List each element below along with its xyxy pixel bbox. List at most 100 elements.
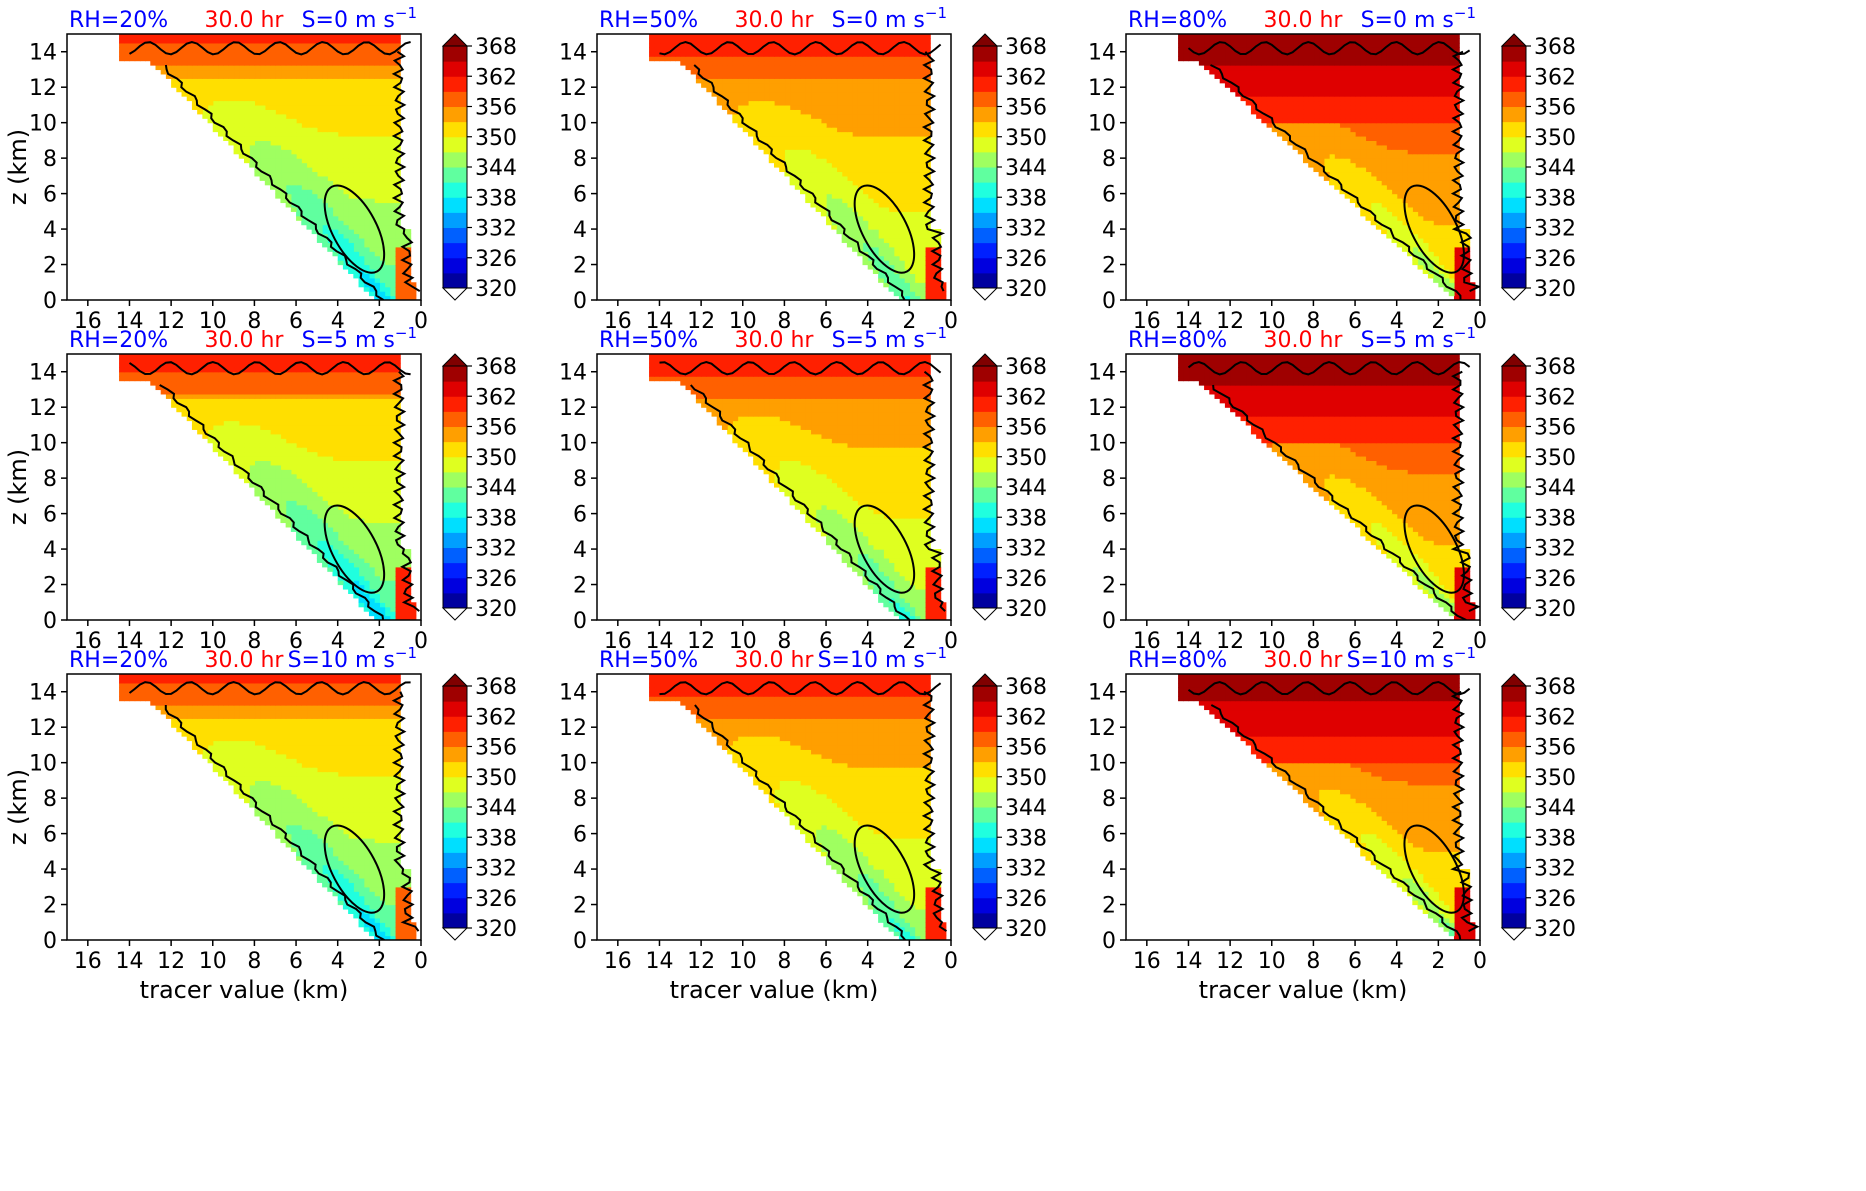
field-cell <box>306 34 313 40</box>
field-cell <box>758 118 765 124</box>
field-cell <box>1433 229 1439 235</box>
field-cell <box>1323 149 1330 155</box>
field-cell <box>914 264 921 270</box>
field-cell <box>212 100 219 106</box>
field-cell <box>836 100 843 106</box>
field-cell <box>290 131 297 137</box>
field-cell <box>893 104 900 110</box>
field-cell <box>919 211 926 217</box>
field-cell <box>1313 87 1320 93</box>
field-cell <box>348 229 354 235</box>
field-cell <box>826 215 832 221</box>
field-cell <box>862 47 869 53</box>
field-cell <box>191 60 198 66</box>
field-cell <box>800 189 806 195</box>
field-cell <box>1412 162 1419 168</box>
field-cell <box>296 202 302 208</box>
y-tick-label: 12 <box>29 76 57 101</box>
field-cell <box>826 122 832 128</box>
field-cell <box>867 180 874 186</box>
field-cell <box>846 42 853 48</box>
field-cell <box>836 189 843 195</box>
field-cell <box>290 78 297 84</box>
field-cell <box>270 78 276 84</box>
field-cell <box>1370 175 1377 181</box>
field-cell <box>342 73 349 79</box>
field-cell <box>306 56 313 62</box>
field-cell <box>1282 122 1288 128</box>
field-cell <box>244 60 250 66</box>
field-cell <box>348 220 354 226</box>
field-cell <box>1427 167 1434 173</box>
field-cell <box>924 42 931 48</box>
field-cell <box>1443 273 1450 279</box>
field-cell <box>1453 171 1460 177</box>
field-cell <box>732 51 739 57</box>
field-cell <box>285 34 292 40</box>
field-cell <box>810 189 817 195</box>
field-cell <box>919 206 926 212</box>
field-cell <box>270 122 276 128</box>
field-cell <box>296 149 302 155</box>
field-cell <box>841 237 848 243</box>
field-cell <box>815 193 822 199</box>
field-cell <box>1355 180 1361 186</box>
field-cell <box>270 34 276 40</box>
field-cell <box>290 153 297 159</box>
field-cell <box>883 131 890 137</box>
field-cell <box>706 87 713 93</box>
field-cell <box>878 91 884 97</box>
field-cell <box>207 42 214 48</box>
field-cell <box>706 73 713 79</box>
field-cell <box>862 82 869 88</box>
field-cell <box>1375 135 1382 141</box>
field-cell <box>935 255 942 261</box>
field-cell <box>758 34 765 40</box>
field-cell <box>846 91 853 97</box>
field-cell <box>374 282 380 288</box>
field-cell <box>857 73 864 79</box>
field-cell <box>924 229 931 235</box>
field-cell <box>384 189 391 195</box>
field-cell <box>363 149 370 155</box>
field-cell <box>280 109 287 115</box>
field-cell <box>820 87 827 93</box>
field-cell <box>358 233 365 239</box>
field-cell <box>1297 78 1304 84</box>
field-cell <box>898 198 905 204</box>
field-cell <box>348 118 354 124</box>
field-cell <box>270 56 276 62</box>
field-cell <box>893 273 900 279</box>
field-cell <box>893 60 900 66</box>
field-cell <box>327 122 334 128</box>
field-cell <box>815 144 822 150</box>
field-cell <box>332 144 339 150</box>
field-cell <box>831 42 838 48</box>
field-cell <box>826 69 832 75</box>
field-cell <box>311 91 318 97</box>
field-cell <box>207 96 214 102</box>
field-cell <box>898 60 905 66</box>
field-cell <box>758 144 765 150</box>
field-cell <box>1381 96 1387 102</box>
field-cell <box>862 242 869 248</box>
field-cell <box>207 91 214 97</box>
field-cell <box>368 167 375 173</box>
field-cell <box>820 135 827 141</box>
field-cell <box>379 65 386 71</box>
field-cell <box>1349 189 1356 195</box>
field-cell <box>316 65 323 71</box>
field-cell <box>779 140 786 146</box>
field-cell <box>763 149 770 155</box>
field-cell <box>332 189 339 195</box>
field-cell <box>914 153 921 159</box>
field-cell <box>1438 113 1445 119</box>
field-cell <box>301 122 308 128</box>
field-cell <box>1271 100 1278 106</box>
field-cell <box>394 140 401 146</box>
field-cell <box>202 96 209 102</box>
field-cell <box>878 82 884 88</box>
field-cell <box>296 189 302 195</box>
field-cell <box>363 122 370 128</box>
field-cell <box>244 127 250 133</box>
